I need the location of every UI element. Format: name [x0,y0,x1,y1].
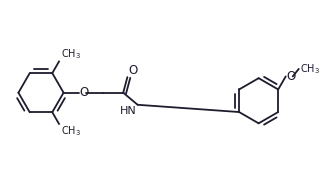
Text: O: O [128,64,137,76]
Text: CH$_3$: CH$_3$ [300,62,320,76]
Text: CH$_3$: CH$_3$ [61,47,81,61]
Text: O: O [79,86,89,99]
Text: HN: HN [120,106,137,116]
Text: O: O [286,70,296,83]
Text: CH$_3$: CH$_3$ [61,124,81,138]
